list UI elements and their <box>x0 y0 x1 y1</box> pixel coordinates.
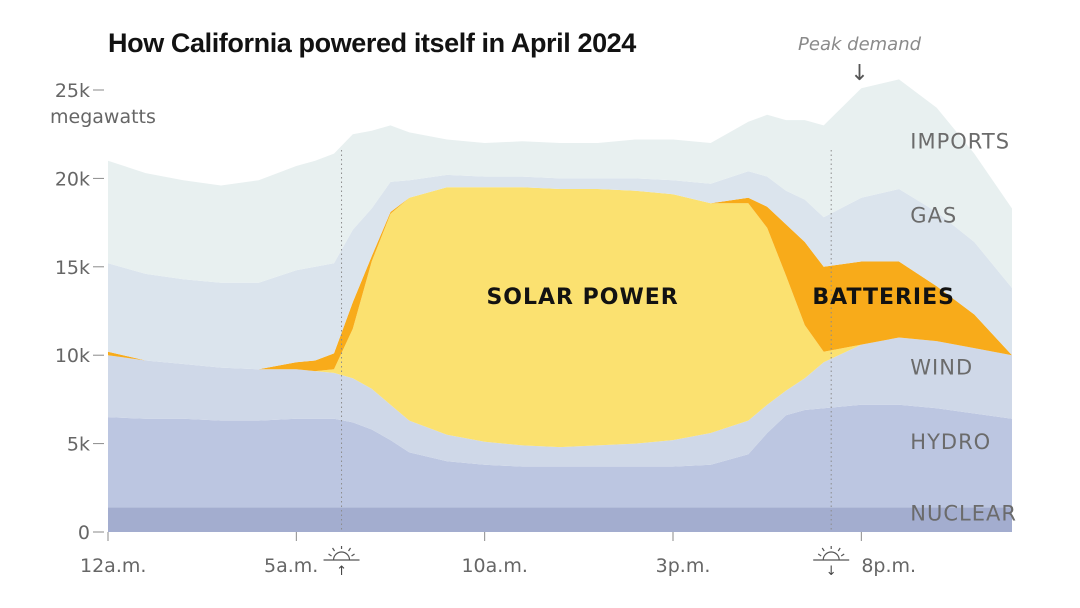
y-tick-label: 20k <box>55 168 90 190</box>
imports-label: IMPORTS <box>910 129 1010 153</box>
hydro-label: HYDRO <box>910 430 991 454</box>
svg-text:↑: ↑ <box>336 564 347 579</box>
batteries-area <box>108 187 1012 372</box>
axes: 0 5k 10k 15k 20k 25k megawatts 12a.m. 5a.m. 10a.m… <box>50 80 916 577</box>
sunrise-icon: ↑ <box>323 546 360 579</box>
solar-label: SOLAR POWER <box>486 285 678 310</box>
gas-area <box>108 171 1012 370</box>
nuclear-area <box>108 507 1012 532</box>
peak-demand-label: Peak demand <box>798 34 922 55</box>
svg-text:↓: ↓ <box>826 564 837 579</box>
solar-area <box>108 187 1012 448</box>
hydro-area <box>108 404 1012 508</box>
x-tick-label: 8p.m. <box>861 555 916 577</box>
sunset-icon: ↓ <box>813 546 850 579</box>
chart-title: How California powered itself in April 2… <box>108 28 636 58</box>
y-tick-label: 25k <box>55 80 90 102</box>
x-tick-label: 5a.m. <box>264 555 318 577</box>
gas-label: GAS <box>910 204 957 228</box>
series-labels: NUCLEAR HYDRO WIND SOLAR POWER BATTERIES GAS I… <box>486 129 1017 526</box>
x-tick-label: 10a.m. <box>461 555 527 577</box>
peak-demand-arrow: ↓ <box>850 61 868 86</box>
annotations: ↑ ↓ Peak demand ↓ <box>323 34 922 579</box>
x-tick-label: 12a.m. <box>80 555 146 577</box>
stacked-areas <box>108 79 1012 532</box>
wind-label: WIND <box>910 356 973 380</box>
y-tick-label: 0 <box>78 522 90 544</box>
y-tick-label: 10k <box>55 345 90 367</box>
y-tick-label: 15k <box>55 257 90 279</box>
batteries-label: BATTERIES <box>812 285 955 310</box>
sun-guides <box>341 150 832 532</box>
imports-area <box>108 79 1012 289</box>
y-tick-label: 5k <box>67 434 90 456</box>
x-tick-label: 3p.m. <box>656 555 711 577</box>
y-axis-label: megawatts <box>50 106 156 128</box>
nuclear-label: NUCLEAR <box>910 502 1017 526</box>
